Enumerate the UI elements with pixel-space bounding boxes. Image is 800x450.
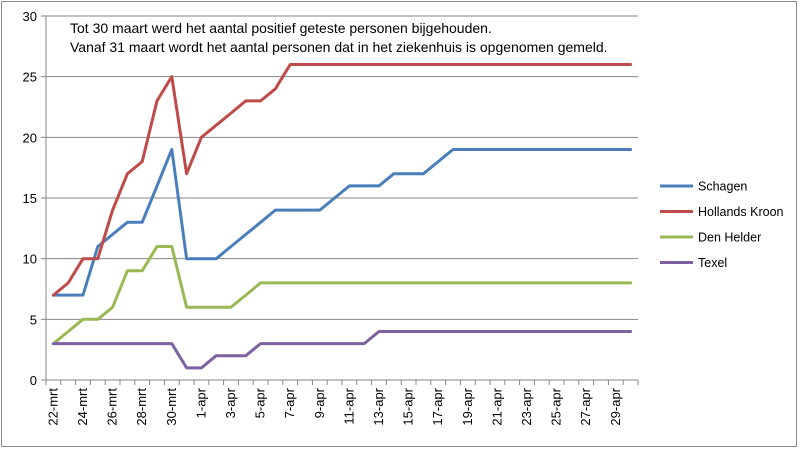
x-tick-label-29-apr: 29-apr [608,387,623,425]
series-line-hollands-kroon [51,63,633,297]
y-tick-label-5: 5 [30,312,37,327]
y-axis-ticks: 0 5 10 15 20 25 30 [23,9,46,388]
legend-label-texel: Texel [698,256,727,270]
x-tick-label-7-apr: 7-apr [282,387,297,418]
x-tick-label-13-apr: 13-apr [371,387,386,425]
y-tick-label-10: 10 [23,252,37,267]
x-axis-ticks: 22-mrt 24-mrt 26-mrt 28-mrt 30-mrt 1-apr 3-apr… [45,380,639,426]
y-tick-label-20: 20 [23,130,37,145]
annotation-line-2: Vanaf 31 maart wordt het aantal personen… [70,39,608,55]
y-tick-label-25: 25 [23,70,37,85]
x-tick-label-1-apr: 1-apr [193,387,208,418]
y-tick-label-0: 0 [30,373,37,388]
x-tick-label-30-mrt: 30-mrt [164,388,179,426]
legend: Schagen Hollands Kroon Den Helder Texel [660,180,784,270]
x-tick-label-9-apr: 9-apr [312,387,327,418]
series-line-den-helder [51,245,633,346]
legend-label-schagen: Schagen [698,180,747,194]
series-line-texel [51,330,633,370]
x-tick-label-24-mrt: 24-mrt [75,388,90,426]
series-line-schagen [51,148,633,297]
gridlines [46,15,638,320]
x-tick-label-17-apr: 17-apr [430,387,445,425]
annotation-line-1: Tot 30 maart werd het aantal positief ge… [70,20,492,36]
x-tick-label-21-apr: 21-apr [489,387,504,425]
x-tick-label-26-mrt: 26-mrt [105,388,120,426]
x-tick-label-5-apr: 5-apr [253,387,268,418]
x-tick-label-25-apr: 25-apr [549,387,564,425]
x-tick-label-28-mrt: 28-mrt [134,388,149,426]
x-tick-label-11-apr: 11-apr [341,387,356,424]
y-tick-label-30: 30 [23,9,37,24]
x-tick-label-3-apr: 3-apr [223,387,238,418]
y-tick-label-15: 15 [23,191,37,206]
series-lines [51,63,633,370]
legend-label-den-helder: Den Helder [698,231,761,245]
x-tick-label-23-apr: 23-apr [519,387,534,425]
x-tick-label-15-apr: 15-apr [401,387,416,425]
legend-label-hollands-kroon: Hollands Kroon [698,205,784,219]
x-tick-label-19-apr: 19-apr [460,387,475,425]
x-tick-label-22-mrt: 22-mrt [45,388,60,426]
annotation: Tot 30 maart werd het aantal positief ge… [70,20,608,55]
x-tick-label-27-apr: 27-apr [578,387,593,425]
